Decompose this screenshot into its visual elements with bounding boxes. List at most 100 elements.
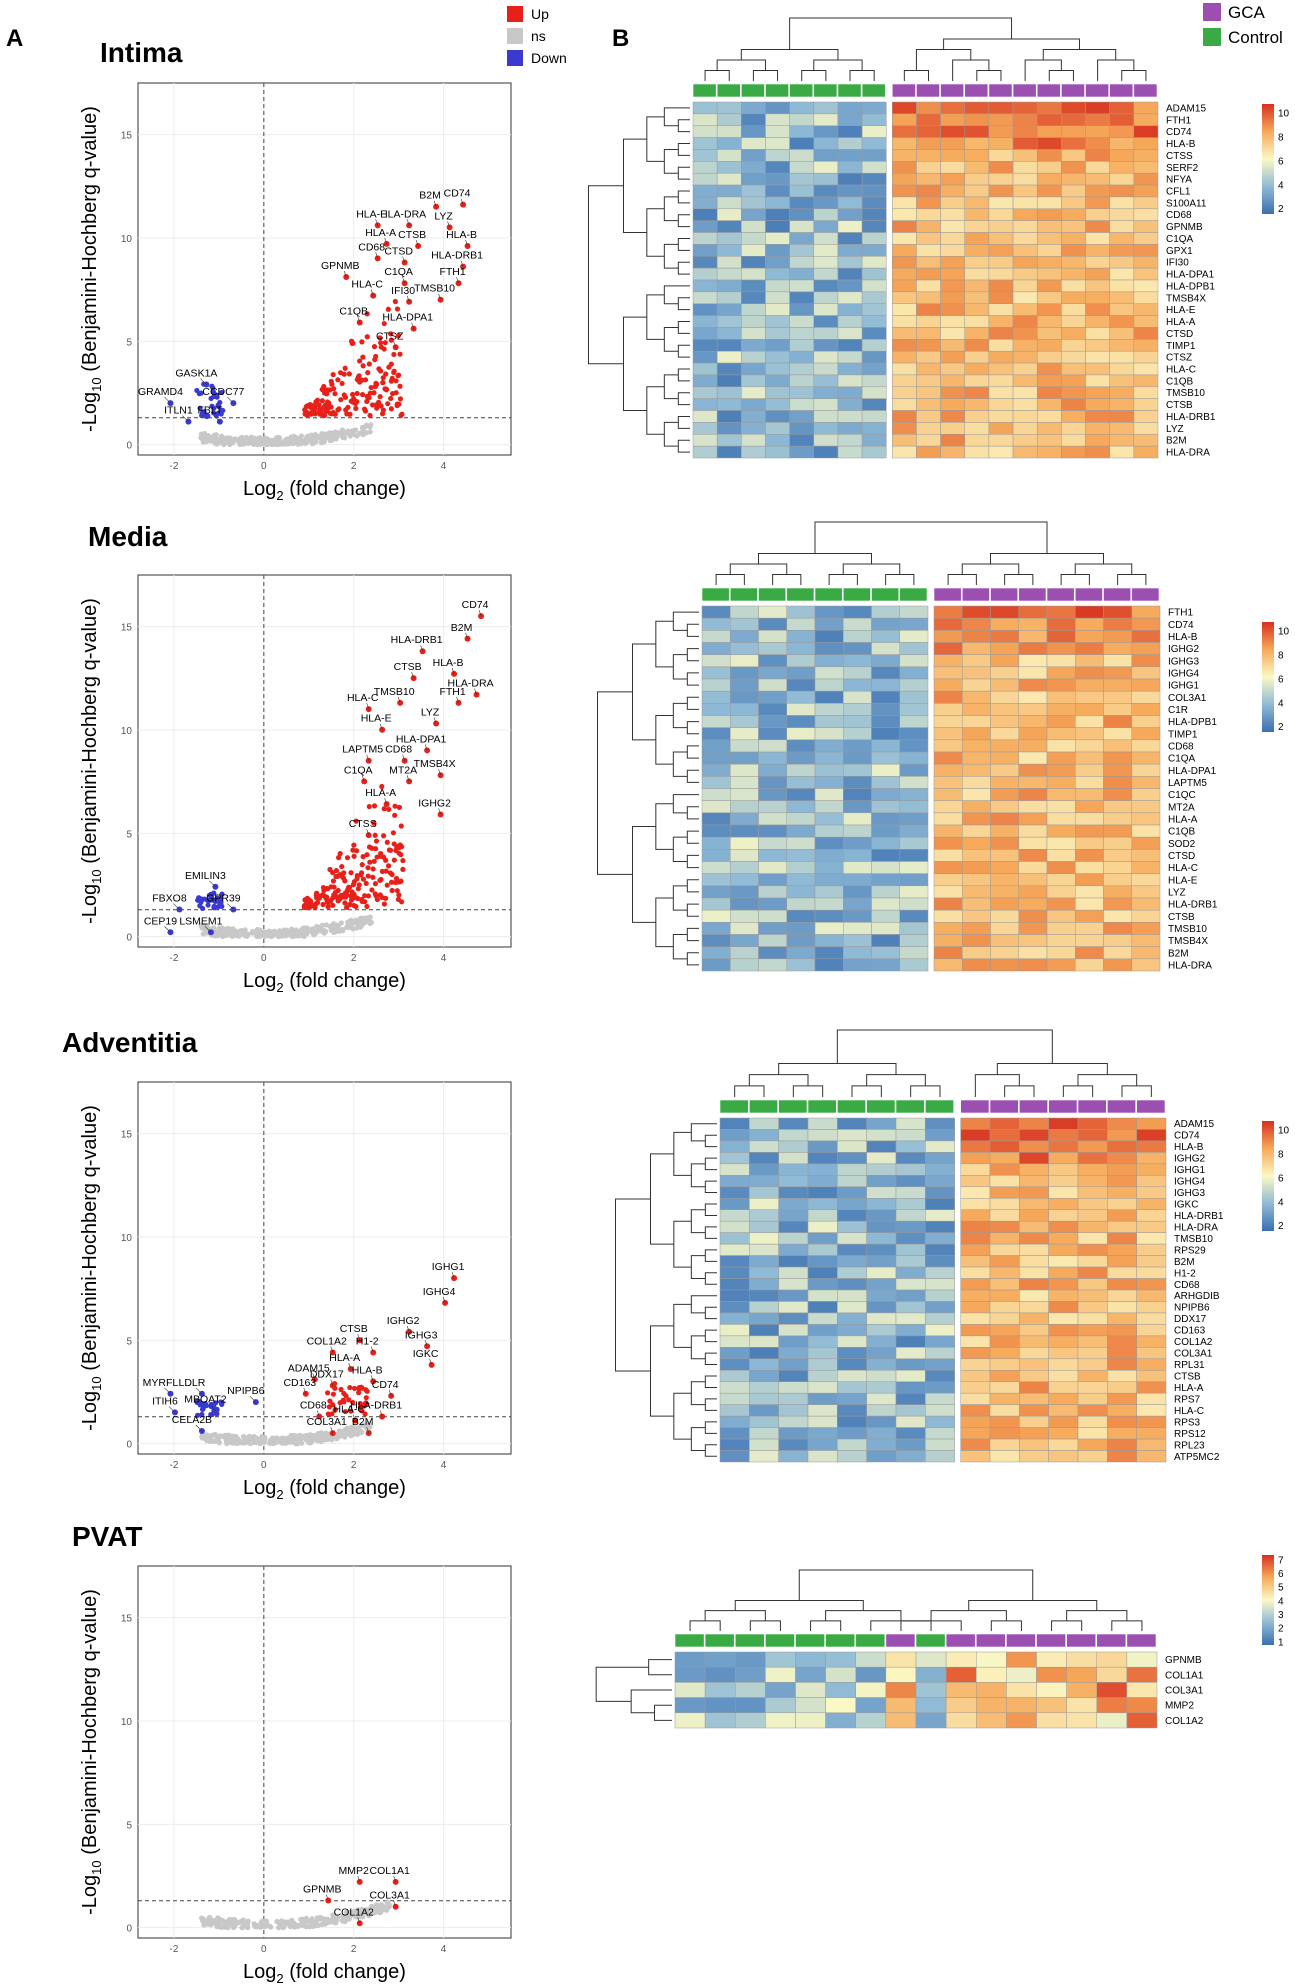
label-leader [312, 1373, 316, 1380]
heatmap-cell [1109, 149, 1135, 162]
heatmap-cell [1109, 303, 1135, 316]
heatmap-cell [786, 958, 816, 972]
heatmap-cell [1046, 715, 1076, 728]
heatmap-cell [1107, 1358, 1137, 1371]
heatmap-cell [741, 279, 766, 293]
heatmap-cell [1085, 149, 1110, 162]
y-tick-label: 10 [121, 1717, 133, 1728]
heatmap-cell [871, 909, 900, 923]
heatmap-cell [765, 184, 790, 198]
heatmap-cell [989, 1129, 1020, 1142]
heatmap-cell [933, 605, 963, 619]
heatmap-cell [960, 1347, 991, 1360]
heatmap-cell [807, 1370, 838, 1382]
ns-point [288, 434, 294, 440]
ns-point [346, 1431, 352, 1437]
heatmap-cell [786, 642, 816, 655]
y-tick-label: 10 [121, 234, 133, 245]
heatmap-cell [1109, 327, 1135, 340]
group-annotation-cell [765, 83, 789, 98]
row-gene-label: CTSD [1168, 851, 1195, 862]
up-point [342, 900, 348, 906]
heatmap-cell [758, 605, 787, 619]
heatmap-cell [716, 386, 742, 399]
heatmap-cell [1085, 220, 1110, 233]
gene-label: IGHG2 [418, 797, 451, 809]
heatmap-cell [741, 113, 766, 126]
heatmap-cell [1019, 1381, 1049, 1394]
heatmap-cell [837, 196, 863, 210]
heatmap-cell [988, 398, 1014, 411]
heatmap-cell [861, 445, 887, 459]
up-point [368, 384, 374, 391]
group-annotation-cell [1036, 83, 1061, 98]
heatmap-cell [789, 101, 815, 115]
heatmap-cell [1085, 422, 1110, 435]
gene-label: CD163 [283, 1377, 316, 1389]
heatmap-cell [916, 422, 941, 435]
heatmap-cell [814, 654, 844, 668]
heatmap-cell [814, 897, 844, 911]
gene-label: IGHG1 [432, 1261, 465, 1273]
heatmap-cell [895, 1198, 926, 1210]
heatmap-cell [916, 315, 941, 328]
up-point [388, 337, 394, 343]
heatmap-cell [749, 1163, 779, 1176]
heatmap-cell [861, 434, 887, 447]
heatmap-cell [1012, 315, 1038, 328]
y-tick-label: 15 [121, 131, 133, 142]
heatmap-cell [837, 422, 863, 435]
heatmap-cell [940, 232, 965, 245]
row-dendrogram-branch [677, 439, 690, 453]
heatmap-cell [962, 703, 991, 716]
heatmap-cell [692, 149, 718, 162]
up-point [380, 380, 386, 386]
up-point [393, 378, 399, 384]
heatmap-cell [1075, 630, 1104, 643]
heatmap-cell [765, 149, 790, 162]
heatmap-cell [741, 208, 766, 221]
heatmap-cell [866, 1438, 897, 1451]
heatmap-cell [1109, 350, 1135, 364]
row-dendrogram-branch [704, 1352, 717, 1366]
heatmap-cell [789, 327, 815, 340]
ns-point [351, 1908, 358, 1914]
heatmap-cell [892, 315, 917, 328]
row-gene-label: B2M [1166, 436, 1187, 447]
heatmap-cell [1018, 958, 1048, 972]
heatmap-cell [837, 434, 863, 447]
heatmap-cell [990, 934, 1019, 947]
heatmap-cell [989, 1243, 1020, 1256]
heatmap-cell [786, 934, 816, 947]
heatmap-cell [692, 315, 718, 328]
heatmap-cell [1012, 113, 1038, 126]
up-point [395, 896, 402, 903]
row-gene-label: LYZ [1168, 887, 1186, 898]
y-axis-title: -Log10 (Benjamini-Hochberg q-value) [79, 1589, 104, 1915]
heatmap-cell [925, 1312, 955, 1325]
heatmap-cell [925, 1415, 955, 1428]
heatmap-cell [719, 1404, 750, 1417]
heatmap-cell [730, 690, 759, 704]
up-point [383, 895, 389, 901]
heatmap-cell [892, 434, 917, 447]
heatmap-cell [1061, 303, 1086, 316]
heatmap-cell [789, 172, 815, 186]
heatmap-cell [962, 934, 991, 947]
group-annotation-cell [925, 1099, 954, 1114]
row-gene-label: ARHGDIB [1174, 1291, 1220, 1302]
up-point [364, 311, 370, 317]
heatmap-cell [899, 934, 929, 947]
heatmap-cell [1018, 751, 1048, 765]
gene-label: HLA-E [356, 208, 387, 220]
heatmap-cell [962, 715, 991, 728]
heatmap-cell [719, 1209, 750, 1222]
heatmap-cell [1077, 1404, 1108, 1417]
ns-point [247, 1440, 253, 1447]
heatmap-cell [1061, 267, 1086, 281]
row-gene-label: HLA-DPB1 [1168, 717, 1217, 728]
heatmap-cell [789, 410, 815, 423]
up-point [395, 332, 401, 339]
heatmap-cell [778, 1140, 809, 1153]
heatmap-cell [899, 666, 929, 680]
